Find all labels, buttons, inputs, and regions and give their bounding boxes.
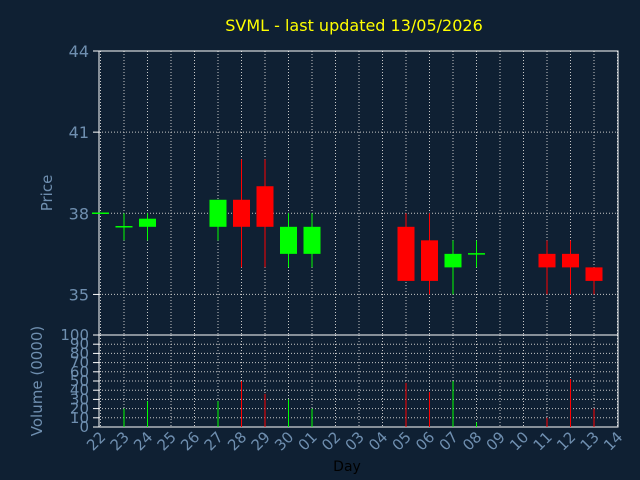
volume-tick-label: 20: [70, 400, 89, 418]
candle: [139, 213, 156, 241]
volume-tick-label: 0: [79, 418, 89, 436]
x-axis-label: Day: [333, 459, 361, 475]
candle-body: [209, 199, 227, 227]
chart-title: SVML - last updated 13/05/2026: [225, 16, 483, 35]
volume-bars: [123, 379, 595, 427]
volume-tick-label: 30: [70, 390, 89, 408]
price-y-axis: 44 41 38 35: [69, 42, 99, 304]
candle-body: [303, 226, 321, 254]
volume-gridlines: [99, 334, 618, 428]
candle-body: [444, 253, 462, 268]
candle: [397, 213, 415, 281]
x-axis: 2223242526272829300102030405060708091011…: [83, 428, 626, 454]
volume-axis-label: Volume (0000): [28, 326, 46, 436]
price-axis-label: Price: [38, 175, 56, 212]
price-tick-label: 38: [69, 204, 89, 223]
volume-tick-label: 70: [70, 354, 89, 372]
candle: [562, 240, 579, 295]
volume-tick-label: 80: [70, 344, 89, 362]
candle-body: [562, 253, 579, 268]
candle: [585, 267, 603, 295]
candle-body: [139, 218, 156, 227]
candle-body: [256, 186, 274, 227]
candle: [468, 240, 485, 268]
candle-body: [538, 253, 556, 268]
volume-tick-label: 40: [70, 381, 89, 399]
candles: [92, 159, 603, 295]
candle: [280, 213, 297, 268]
candle-body: [233, 199, 250, 227]
candle-body: [280, 226, 297, 254]
price-tick-label: 41: [69, 123, 89, 142]
candle: [115, 213, 133, 241]
candle: [421, 213, 438, 295]
candle-body: [585, 267, 603, 281]
candle: [256, 159, 274, 268]
candle: [303, 213, 321, 268]
candle: [233, 159, 250, 268]
candle: [444, 240, 462, 295]
volume-tick-label: 90: [70, 335, 89, 353]
candle-body: [421, 240, 438, 281]
volume-tick-label: 60: [70, 363, 89, 381]
volume-tick-label: 50: [70, 372, 89, 390]
volume-tick-label: 10: [70, 409, 89, 427]
candle-body: [397, 226, 415, 281]
volume-tick-label: 100: [60, 326, 89, 344]
price-tick-label: 35: [69, 285, 89, 304]
price-tick-label: 44: [69, 42, 89, 61]
candle: [538, 240, 556, 295]
candle: [209, 199, 227, 241]
